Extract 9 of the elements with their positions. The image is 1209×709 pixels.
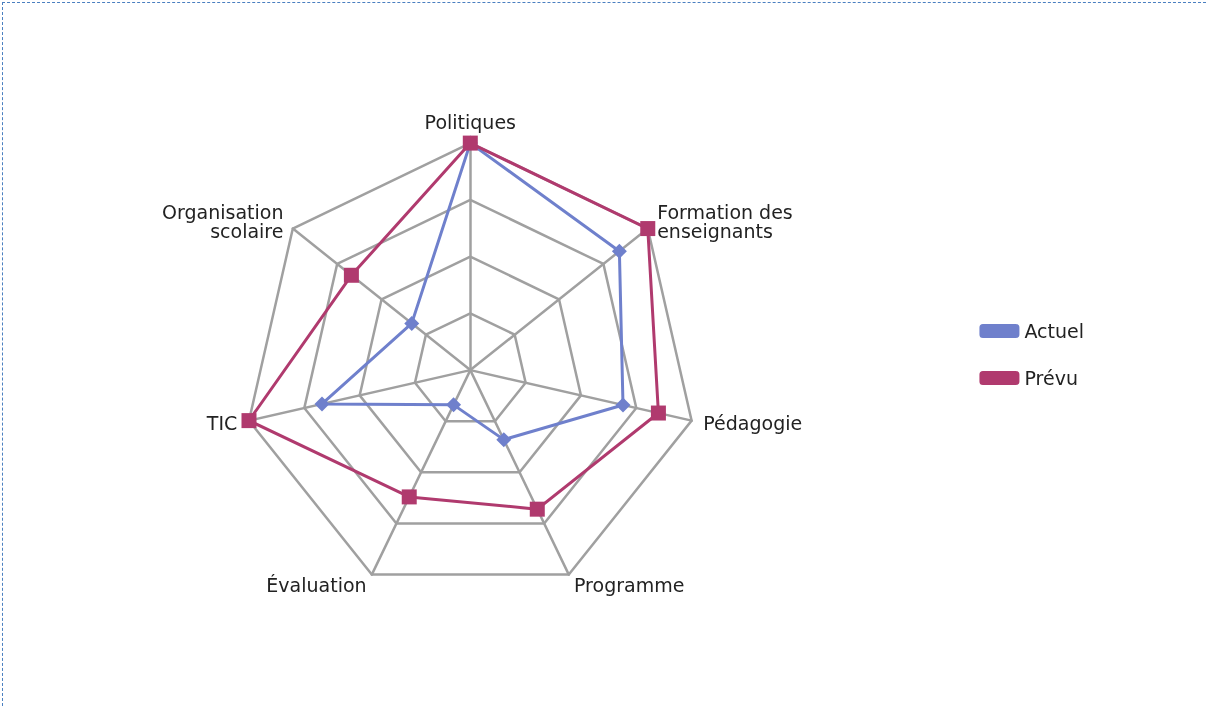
legend-label: Prévu	[1024, 367, 1078, 389]
spoke-label: Organisation scolaire	[162, 200, 284, 242]
spoke-label: Pédagogie	[703, 412, 803, 435]
spoke-label: Politiques	[424, 110, 516, 133]
spoke-label: TIC	[205, 412, 238, 435]
spoke-label: Programme	[574, 574, 685, 597]
spoke-label: Évaluation	[266, 574, 367, 597]
spoke-label: Formation des enseignants	[657, 200, 793, 242]
legend-label: Actuel	[1024, 320, 1085, 342]
